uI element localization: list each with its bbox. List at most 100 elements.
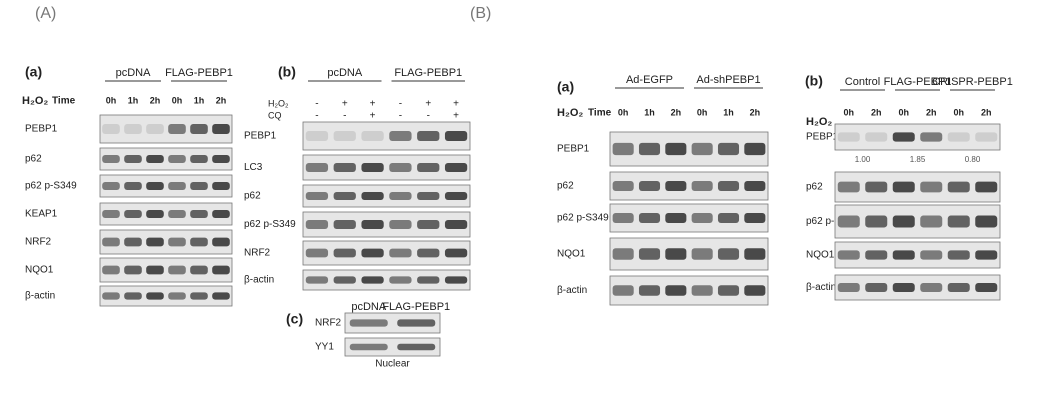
- blot-box: [609, 171, 769, 201]
- band: [417, 130, 440, 142]
- group-label: Ad-shPEBP1: [696, 74, 760, 86]
- band: [444, 192, 468, 200]
- blot-box: [99, 147, 233, 171]
- band: [168, 155, 186, 163]
- lane-label: 0h: [697, 107, 708, 117]
- band: [146, 237, 164, 247]
- panel-label: (b): [805, 73, 823, 89]
- band: [190, 210, 208, 218]
- band: [168, 182, 186, 190]
- lane-label: 1h: [128, 95, 139, 105]
- sign: -: [315, 99, 318, 110]
- blot-box: [834, 274, 1001, 301]
- row-label: NRF2: [244, 248, 271, 259]
- row-label: PEBP1: [244, 131, 277, 142]
- group-label: CRISPR-PEBP1: [932, 76, 1013, 88]
- lane-label: 2h: [216, 95, 227, 105]
- row-label: YY1: [315, 342, 334, 353]
- band: [892, 215, 915, 228]
- band: [744, 285, 766, 296]
- blot-box: [344, 337, 441, 357]
- group-label: FLAG-PEBP1: [382, 301, 450, 313]
- band: [305, 192, 329, 200]
- band: [389, 248, 412, 258]
- band: [975, 283, 998, 292]
- band: [102, 182, 120, 190]
- band: [920, 181, 943, 193]
- sign: -: [315, 111, 318, 122]
- lane-label: 2h: [150, 95, 161, 105]
- band: [865, 283, 888, 292]
- band: [865, 250, 888, 260]
- band: [837, 215, 860, 228]
- band: [190, 292, 208, 300]
- treatment-label: H₂O₂: [22, 95, 48, 107]
- lane-label: 2h: [750, 107, 761, 117]
- time-label: Time: [52, 96, 76, 107]
- row-label: NRF2: [315, 318, 342, 329]
- band: [865, 181, 888, 193]
- band: [124, 123, 142, 135]
- band: [947, 250, 970, 260]
- blot-box: [99, 114, 233, 144]
- band: [305, 220, 329, 229]
- band: [975, 250, 998, 260]
- band: [361, 192, 384, 200]
- sign: -: [399, 99, 402, 110]
- blot-box: [834, 204, 1001, 239]
- band: [920, 215, 943, 228]
- sign: +: [453, 99, 459, 110]
- band: [190, 237, 208, 247]
- band: [333, 276, 356, 284]
- row-label: p62: [806, 182, 823, 193]
- band: [333, 130, 356, 142]
- band: [638, 142, 661, 156]
- band: [865, 132, 888, 142]
- band: [190, 265, 208, 275]
- band: [102, 123, 120, 135]
- band: [717, 248, 740, 260]
- band: [665, 285, 687, 296]
- band: [717, 285, 740, 296]
- lane-label: 1h: [723, 107, 734, 117]
- sign: +: [370, 111, 376, 122]
- blot-box: [99, 285, 233, 307]
- band: [124, 182, 142, 190]
- band: [691, 142, 713, 156]
- band: [124, 210, 142, 218]
- band: [837, 132, 860, 142]
- band: [146, 155, 164, 163]
- band: [124, 292, 142, 300]
- band: [168, 123, 186, 135]
- band: [397, 343, 436, 351]
- band: [444, 130, 468, 142]
- band: [212, 210, 230, 218]
- band: [168, 265, 186, 275]
- band: [612, 212, 634, 224]
- band: [389, 192, 412, 200]
- row-label: PEBP1: [806, 132, 839, 143]
- group-label: pcDNA: [116, 67, 152, 79]
- lane-label: 0h: [843, 107, 854, 117]
- time-label: Time: [588, 108, 612, 119]
- row-label: p62: [557, 181, 574, 192]
- blot-box: [609, 203, 769, 233]
- row-label: PEBP1: [557, 144, 590, 155]
- lane-label: 0h: [898, 107, 909, 117]
- row-label: NQO1: [25, 265, 54, 276]
- group-label: FLAG-PEBP1: [394, 67, 462, 79]
- sign: -: [427, 111, 430, 122]
- lane-label: 0h: [172, 95, 183, 105]
- band: [975, 132, 998, 142]
- blot-box: [834, 123, 1001, 151]
- panel-label: (b): [278, 64, 296, 80]
- band: [212, 182, 230, 190]
- band: [638, 248, 661, 260]
- lane-label: 0h: [953, 107, 964, 117]
- band: [947, 215, 970, 228]
- band: [691, 180, 713, 192]
- band: [305, 248, 329, 258]
- treatment-label: H₂O₂: [268, 98, 289, 108]
- blot-box: [344, 312, 441, 334]
